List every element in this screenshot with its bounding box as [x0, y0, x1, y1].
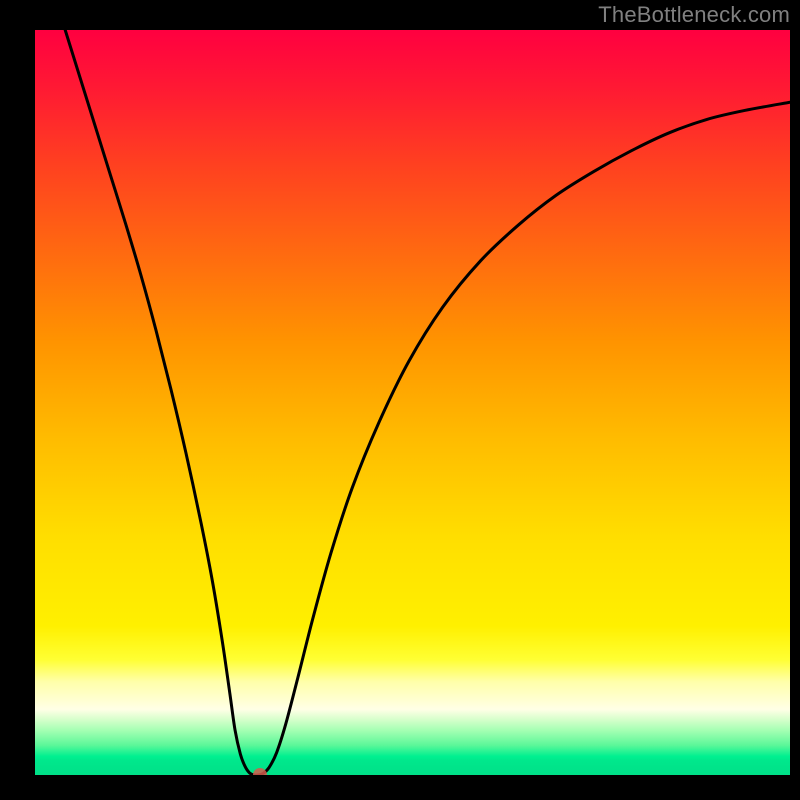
optimum-marker [253, 768, 267, 775]
bottleneck-curve [35, 30, 790, 775]
watermark-text: TheBottleneck.com [598, 2, 790, 28]
plot-area [35, 30, 790, 775]
chart-frame: TheBottleneck.com [0, 0, 800, 800]
